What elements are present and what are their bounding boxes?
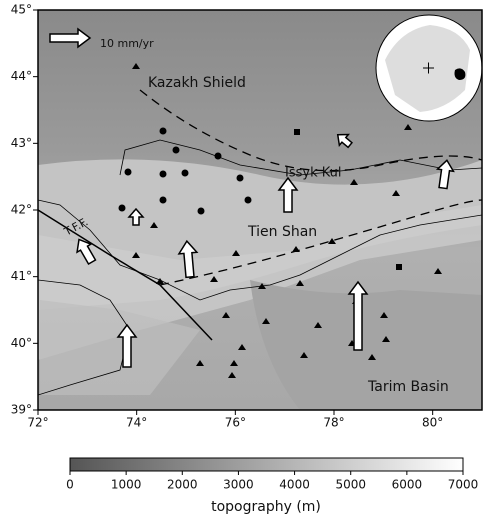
lat-tick-label: 44° [11, 69, 32, 83]
lat-tick-label: 45° [11, 3, 32, 17]
lon-tick-label: 78° [323, 416, 344, 430]
lat-tick-label: 40° [11, 336, 32, 350]
scale-arrow-label: 10 mm/yr [100, 37, 154, 50]
colorbar [70, 458, 463, 471]
page: {"map": { "lon_range": [72, 81], "lat_ra… [0, 0, 484, 518]
lon-tick-label: 80° [422, 416, 443, 430]
lat-tick-label: 39° [11, 403, 32, 417]
figure: Kazakh Shield Issyk Kul Tien Shan Tarim … [0, 0, 484, 518]
place-label: Issyk Kul [285, 166, 341, 181]
colorbar-tick-label: 1000 [111, 478, 142, 492]
lon-tick-label: 74° [126, 416, 147, 430]
place-label: Kazakh Shield [148, 75, 246, 91]
colorbar-tick-label: 5000 [335, 478, 366, 492]
lat-tick-label: 41° [11, 269, 32, 283]
lat-tick-label: 43° [11, 136, 32, 150]
colorbar-tick-label: 6000 [392, 478, 423, 492]
colorbar-tick-label: 3000 [223, 478, 254, 492]
place-label: Tien Shan [247, 224, 317, 240]
map-area [38, 10, 482, 410]
globe-inset [376, 15, 482, 121]
colorbar-tick-label: 7000 [448, 478, 479, 492]
place-label: Tarim Basin [367, 379, 449, 395]
colorbar-tick-label: 0 [66, 478, 74, 492]
colorbar-tick-label: 2000 [167, 478, 198, 492]
colorbar-title: topography (m) [211, 499, 321, 515]
colorbar-tick-label: 4000 [279, 478, 310, 492]
lon-tick-label: 72° [27, 416, 48, 430]
lon-tick-label: 76° [225, 416, 246, 430]
lat-tick-label: 42° [11, 203, 32, 217]
